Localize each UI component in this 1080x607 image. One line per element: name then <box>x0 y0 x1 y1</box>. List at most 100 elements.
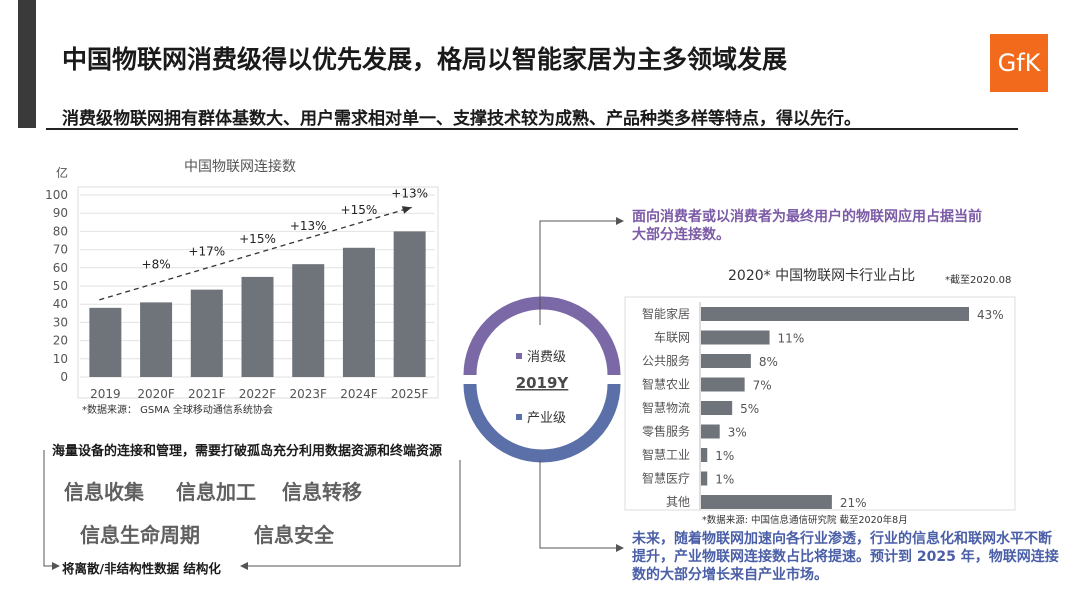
subtitle-underline <box>46 128 1018 130</box>
right-chart-frame <box>624 296 1016 511</box>
bar-2020F <box>140 302 173 377</box>
x-tick-label: 2025F <box>391 387 429 401</box>
hbar-其他 <box>701 495 832 509</box>
value-label: 43% <box>977 308 1004 322</box>
value-label: 5% <box>740 402 759 416</box>
connector-top-arrowhead <box>616 217 624 225</box>
growth-label: +15% <box>239 232 276 246</box>
y-tick-label: 30 <box>53 315 68 329</box>
growth-label: +8% <box>142 257 171 271</box>
donut-top-label: 消费级 <box>527 350 566 365</box>
category-label: 公共服务 <box>642 353 690 368</box>
x-tick-label: 2023F <box>289 387 327 401</box>
donut-consumer-arc <box>463 296 621 376</box>
bar-2024F <box>342 247 375 377</box>
donut-bottom-label: 产业级 <box>527 411 566 426</box>
y-tick-label: 70 <box>53 243 68 257</box>
page-subtitle: 消费级物联网拥有群体基数大、用户需求相对单一、支撑技术较为成熟、产品种类多样等特… <box>62 109 861 129</box>
connector-top <box>539 220 616 325</box>
bracket-arrowhead-left <box>52 562 60 570</box>
hbar-零售服务 <box>701 424 720 439</box>
keyword-process: 信息加工 <box>176 480 256 504</box>
growth-label: +15% <box>341 203 378 217</box>
connector-bottom-arrowhead <box>616 544 624 552</box>
left-chart-frame <box>77 186 439 399</box>
bracket-line <box>248 460 461 567</box>
x-tick-label: 2021F <box>188 387 226 401</box>
growth-label: +13% <box>391 186 428 200</box>
y-tick-label: 60 <box>53 261 68 275</box>
y-tick-label: 0 <box>60 370 68 384</box>
y-tick-label: 100 <box>45 188 68 202</box>
left-chart-y-ticks: 0 10 20 30 40 50 60 70 80 90 100 <box>45 188 68 384</box>
value-label: 11% <box>778 332 805 346</box>
consumer-note: 面向消费者或以消费者为最终用户的物联网应用占据当前大部分连接数。 <box>632 209 982 243</box>
trend-arrow-line <box>99 206 412 301</box>
category-label: 其他 <box>666 495 690 509</box>
left-chart-bars <box>89 231 426 377</box>
hbar-公共服务 <box>701 354 751 368</box>
hbar-智慧物流 <box>701 401 733 415</box>
growth-label: +13% <box>290 219 327 233</box>
keyword-lifecycle: 信息生命周期 <box>80 523 200 547</box>
left-chart-source: *数据来源： GSMA 全球移动通信系统协会 <box>82 403 273 416</box>
bar-2021F <box>190 289 223 377</box>
trend-arrow-head <box>401 206 412 214</box>
connector-bottom <box>539 460 616 549</box>
page-title: 中国物联网消费级得以优先发展，格局以智能家居为主多领域发展 <box>62 45 788 74</box>
y-tick-label: 90 <box>53 206 68 220</box>
value-label: 21% <box>840 496 867 510</box>
value-label: 3% <box>728 426 747 440</box>
y-tick-label: 50 <box>53 279 68 293</box>
consumer-legend-marker <box>516 353 522 359</box>
category-label: 智慧工业 <box>642 447 690 462</box>
bar-2019 <box>89 307 122 377</box>
right-chart-source: *数据来源: 中国信息通信研究院 截至2020年8月 <box>702 514 908 526</box>
keyword-transfer: 信息转移 <box>282 480 362 504</box>
y-tick-label: 10 <box>53 352 68 366</box>
future-outlook-note: 未来，随着物联网加速向各行业渗透，行业的信息化和联网水平不断提升，产业物联网连接… <box>632 531 1059 583</box>
x-tick-label: 2022F <box>239 387 277 401</box>
keyword-security: 信息安全 <box>254 523 334 547</box>
y-tick-label: 40 <box>53 297 68 311</box>
bracket-left-line <box>43 450 52 567</box>
bottom-left-footer: 将离散/非结构性数据 结构化 <box>62 561 221 576</box>
hbar-车联网 <box>701 330 770 345</box>
category-label: 零售服务 <box>642 424 690 439</box>
bottom-left-header: 海量设备的连接和管理，需要打破孤岛充分利用数据资源和终端资源 <box>52 444 443 459</box>
category-label: 智慧物流 <box>642 400 690 415</box>
left-chart-growth-labels: +8% +17% +15% +13% +15% +13% <box>142 186 428 271</box>
industry-legend-marker <box>516 414 522 420</box>
right-chart-title: 2020* 中国物联网卡行业占比 <box>728 268 915 284</box>
hbar-智能家居 <box>701 307 969 321</box>
x-tick-label: 2019 <box>90 387 121 401</box>
value-label: 7% <box>753 379 772 393</box>
keyword-collect: 信息收集 <box>64 480 144 504</box>
value-label: 8% <box>759 355 778 369</box>
hbar-智慧医疗 <box>701 471 708 486</box>
category-label: 智慧医疗 <box>642 471 690 486</box>
left-chart-y-unit: 亿 <box>56 165 68 180</box>
value-label: 1% <box>715 473 734 487</box>
right-chart-bars <box>701 307 969 509</box>
category-label: 智能家居 <box>642 306 690 321</box>
donut-industry-arc <box>463 383 621 463</box>
bracket-arrowhead-right <box>240 562 248 570</box>
bar-2022F <box>241 276 274 377</box>
gfk-logo: GfK <box>990 34 1048 92</box>
value-label: 1% <box>715 449 734 463</box>
accent-bar <box>18 0 36 128</box>
bar-2023F <box>292 264 325 377</box>
category-label: 智慧农业 <box>642 377 690 392</box>
right-chart-value-labels: 43% 11%8% 7% 5% 3% 1% 1% 21% <box>715 308 1003 510</box>
right-chart-note: *截至2020.08 <box>945 273 1011 286</box>
donut-year: 2019Y <box>516 374 570 392</box>
left-chart-title: 中国物联网连接数 <box>184 158 296 175</box>
hbar-智慧农业 <box>701 377 745 392</box>
x-tick-label: 2020F <box>137 387 175 401</box>
y-tick-label: 80 <box>53 224 68 238</box>
bar-2025F <box>393 231 426 377</box>
x-tick-label: 2024F <box>340 387 378 401</box>
